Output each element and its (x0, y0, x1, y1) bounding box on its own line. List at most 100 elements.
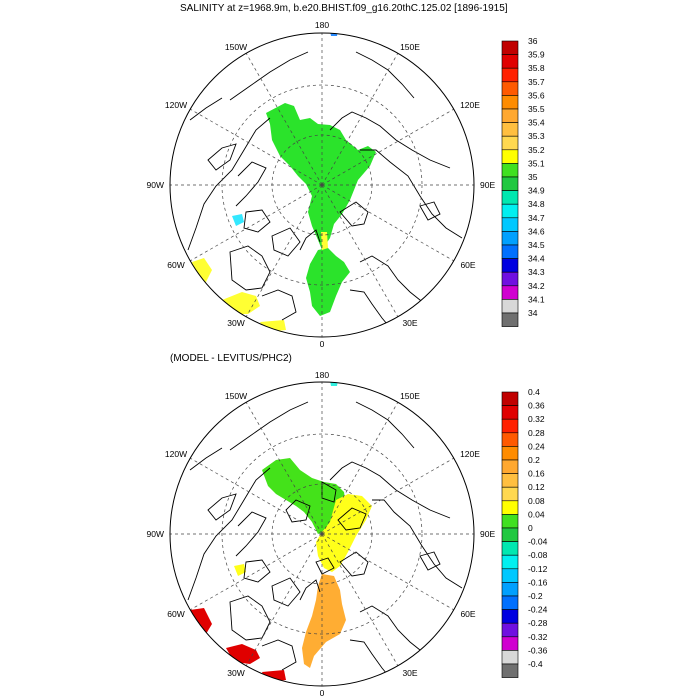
map2-field-nordic (302, 574, 346, 668)
map2-lon-left: 90W (147, 529, 164, 539)
map2-lon-30w: 30W (227, 668, 244, 678)
map2-colorbar-label: 0.08 (528, 496, 545, 506)
map2-colorbar-box (501, 650, 519, 665)
map2-colorbar-label: -0.16 (528, 577, 548, 587)
map1-lon-30w: 30W (227, 318, 244, 328)
map2-colorbar-label: 0.4 (528, 387, 540, 397)
map1-colorbar-label: 34.4 (528, 254, 545, 264)
map1-colorbar-box (501, 312, 519, 327)
map2-lon-120w: 120W (165, 449, 187, 459)
map2-colorbar-label: 0.28 (528, 428, 545, 438)
map1-field-fram (321, 232, 328, 250)
map2-colorbar-label: 0.12 (528, 482, 545, 492)
map2-colorbar-label: -0.04 (528, 537, 548, 547)
map2-colorbar-box (501, 405, 519, 420)
map1-colorbar-label: 35.3 (528, 131, 545, 141)
map1-lon-right: 90E (480, 180, 495, 190)
map2-lon-top: 180 (315, 370, 329, 380)
map2-colorbar-box (501, 391, 519, 406)
map2-colorbar-label: -0.12 (528, 564, 548, 574)
map1-lon-top: 180 (315, 20, 329, 30)
map1-colorbar-box (501, 149, 519, 164)
map1-colorbar-box (501, 81, 519, 96)
map2-field-iceland (262, 670, 286, 682)
map2-colorbar-box (501, 473, 519, 488)
map1-colorbar-box (501, 258, 519, 273)
map1-lon-left: 90W (147, 180, 164, 190)
map1-colorbar-label: 35.4 (528, 118, 545, 128)
map1-colorbar-label: 35.9 (528, 50, 545, 60)
map1-colorbar-box (501, 122, 519, 137)
map1-colorbar-label: 35.6 (528, 90, 545, 100)
map1-lon-150e: 150E (400, 42, 420, 52)
map1-field-iceland (260, 320, 286, 332)
map1-colorbar: 36 35.9 35.8 35.7 35.6 35.5 35.4 35.3 35.2 35.1 35… (501, 36, 545, 327)
map2-colorbar-box (501, 418, 519, 434)
map2-colorbar-box (501, 636, 519, 651)
map2-colorbar-label: 0.04 (528, 509, 545, 519)
map1-colorbar-label: 35.7 (528, 77, 545, 87)
map1-colorbar-label: 35.8 (528, 63, 545, 73)
map1-colorbar-box (501, 285, 519, 300)
map1 (169, 32, 475, 338)
map1-colorbar-label: 35 (528, 172, 538, 182)
map2-colorbar-box (501, 459, 519, 474)
map1-lon-60e: 60E (460, 260, 475, 270)
map2 (169, 381, 475, 687)
map1-colorbar-box (501, 190, 519, 205)
map2-colorbar-label: -0.2 (528, 591, 543, 601)
map1-colorbar-label: 34.3 (528, 267, 545, 277)
map2-colorbar-box (501, 514, 519, 529)
map2-colorbar-label: -0.28 (528, 618, 548, 628)
map1-colorbar-box (501, 54, 519, 69)
map2-coastlines (187, 401, 463, 681)
map2-lon-150w: 150W (225, 391, 247, 401)
map2-field-canada-basin (262, 458, 346, 534)
map1-lon-120w: 120W (165, 100, 187, 110)
map2-outline (169, 381, 475, 687)
map1-field-nordic (306, 248, 350, 316)
map1-colorbar-box (501, 135, 519, 151)
map1-colorbar-box (501, 271, 519, 287)
map2-field-labrador (190, 608, 212, 634)
map2-colorbar-box (501, 609, 519, 624)
map1-colorbar-box (501, 244, 519, 259)
map1-colorbar-label: 34.7 (528, 213, 545, 223)
map2-colorbar-box (501, 595, 519, 610)
map1-colorbar-label: 34.5 (528, 240, 545, 250)
map1-grid (170, 33, 474, 337)
map1-colorbar-label: 34 (528, 308, 538, 318)
map2-colorbar-label: 0 (528, 523, 533, 533)
map1-colorbar-box (501, 40, 519, 55)
map2-colorbar-box (501, 582, 519, 597)
map2-field-greenland-s (226, 644, 260, 664)
map2-colorbar-box (501, 568, 519, 583)
map2-colorbar-label: -0.4 (528, 659, 543, 669)
map1-colorbar-label: 34.6 (528, 226, 545, 236)
map1-lon-150w: 150W (225, 42, 247, 52)
map2-colorbar-box (501, 446, 519, 461)
map1-lon-60w: 60W (167, 260, 184, 270)
map2-colorbar-label: 0.24 (528, 441, 545, 451)
map2-field-archipelago (234, 564, 246, 576)
map1-colorbar-label: 35.2 (528, 145, 545, 155)
map2-lon-30e: 30E (402, 668, 417, 678)
map2-lon-60w: 60W (167, 609, 184, 619)
map2-colorbar-box (501, 486, 519, 502)
map1-lon-30e: 30E (402, 318, 417, 328)
map1-colorbar-label: 34.2 (528, 281, 545, 291)
map2-lon-150e: 150E (400, 391, 420, 401)
map2-colorbar: 0.4 0.36 0.32 0.28 0.24 0.2 0.16 0.12 0.08 0.04 0 -… (501, 387, 548, 678)
map1-colorbar-label: 36 (528, 36, 538, 46)
map1-colorbar-label: 34.9 (528, 186, 545, 196)
map1-outline (169, 32, 475, 338)
map2-colorbar-box (501, 527, 519, 542)
map1-colorbar-box (501, 163, 519, 178)
map2-colorbar-label: 0.16 (528, 469, 545, 479)
map2-lon-60e: 60E (460, 609, 475, 619)
map2-lon-right: 90E (480, 529, 495, 539)
map1-colorbar-box (501, 176, 519, 191)
map1-colorbar-box (501, 95, 519, 110)
map1-lon-120e: 120E (460, 100, 480, 110)
